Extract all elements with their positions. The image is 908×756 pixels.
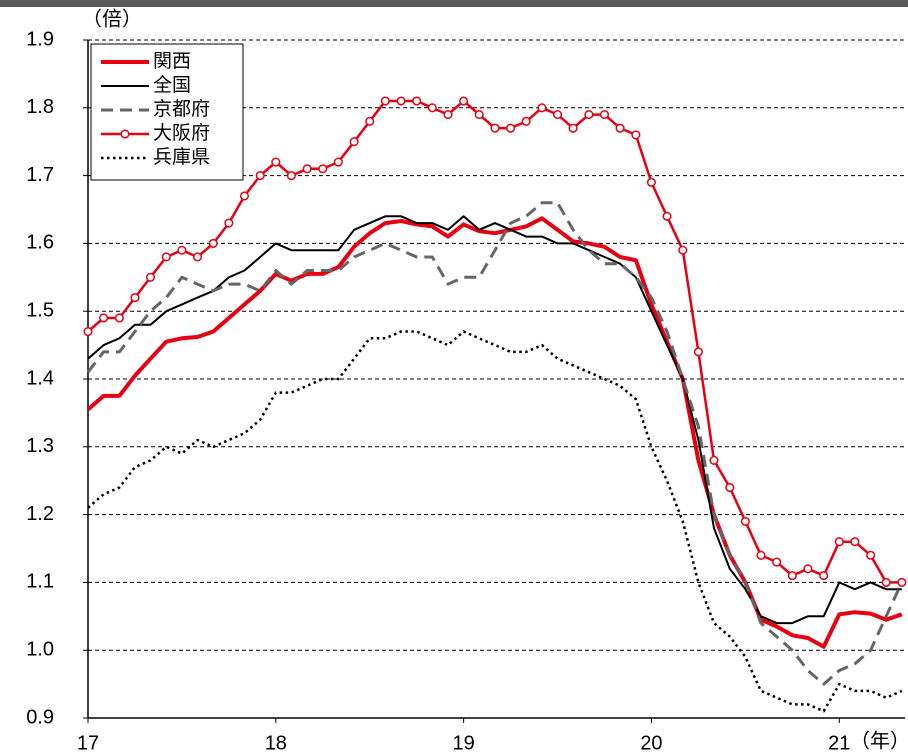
legend-label: 兵庫県 — [153, 146, 210, 168]
marker — [678, 245, 688, 255]
marker — [333, 157, 343, 167]
marker — [365, 116, 375, 126]
marker — [740, 516, 750, 526]
y-tick-label: 1.3 — [26, 435, 54, 457]
marker — [568, 123, 578, 133]
marker — [521, 116, 531, 126]
marker — [646, 177, 656, 187]
marker — [396, 96, 406, 106]
x-tick-label: 18 — [265, 732, 287, 754]
top-bar — [0, 0, 908, 7]
marker — [866, 550, 876, 560]
marker — [271, 157, 281, 167]
marker — [693, 347, 703, 357]
marker — [255, 171, 265, 181]
series-line — [87, 330, 903, 713]
marker — [412, 96, 422, 106]
legend-label: 京都府 — [153, 98, 210, 120]
marker — [130, 293, 140, 303]
x-axis-label: （年） — [850, 729, 908, 752]
legend-label: 関西 — [153, 51, 191, 72]
marker — [192, 252, 203, 262]
x-tick-label: 19 — [453, 732, 475, 754]
y-tick-label: 1.1 — [26, 571, 54, 593]
marker — [239, 191, 250, 201]
marker — [834, 537, 844, 547]
marker — [506, 123, 516, 133]
marker — [114, 313, 124, 323]
x-tick-label: 20 — [640, 732, 662, 754]
marker — [474, 110, 484, 120]
series-line — [86, 216, 903, 649]
y-tick-label: 1.2 — [26, 503, 54, 525]
marker — [599, 110, 610, 120]
marker — [302, 164, 312, 174]
marker — [725, 482, 735, 493]
legend-box — [90, 43, 244, 181]
marker — [772, 557, 782, 567]
marker — [224, 218, 234, 228]
series-line — [87, 215, 902, 625]
marker — [803, 564, 813, 574]
legend-label: 大阪府 — [153, 122, 210, 144]
marker — [881, 577, 891, 587]
legend-label: 全国 — [153, 74, 191, 96]
marker — [427, 103, 437, 113]
y-tick-label: 1.5 — [26, 299, 54, 321]
y-tick-label: 1.9 — [26, 28, 54, 50]
marker — [897, 577, 907, 587]
marker — [819, 571, 829, 581]
marker — [177, 245, 187, 255]
marker — [349, 137, 359, 147]
y-tick-label: 1.0 — [26, 638, 54, 660]
y-tick-label: 1.8 — [26, 96, 54, 118]
marker — [584, 110, 594, 120]
marker — [99, 313, 109, 323]
marker — [615, 123, 625, 133]
marker — [318, 164, 328, 174]
marker — [145, 272, 156, 282]
y-tick-label: 1.7 — [26, 164, 54, 186]
marker — [756, 550, 766, 560]
marker — [787, 571, 797, 581]
marker — [490, 123, 500, 133]
marker — [662, 211, 672, 221]
x-tick-label: 17 — [77, 732, 99, 754]
legend-marker — [120, 129, 130, 139]
marker — [83, 326, 93, 337]
marker — [552, 110, 563, 120]
marker — [709, 455, 719, 465]
marker — [161, 252, 171, 262]
marker — [380, 96, 390, 106]
marker — [208, 238, 218, 248]
y-tick-label: 0.9 — [26, 706, 54, 728]
marker — [286, 171, 296, 181]
marker — [443, 110, 453, 120]
x-tick-label: 21 — [828, 732, 850, 754]
marker — [631, 130, 641, 140]
marker — [850, 537, 860, 547]
series-line — [86, 201, 904, 686]
y-tick-label: 1.4 — [26, 367, 54, 389]
y-axis-label: （倍） — [82, 7, 142, 30]
marker — [459, 96, 469, 106]
y-tick-label: 1.6 — [26, 232, 54, 254]
marker — [537, 103, 547, 113]
